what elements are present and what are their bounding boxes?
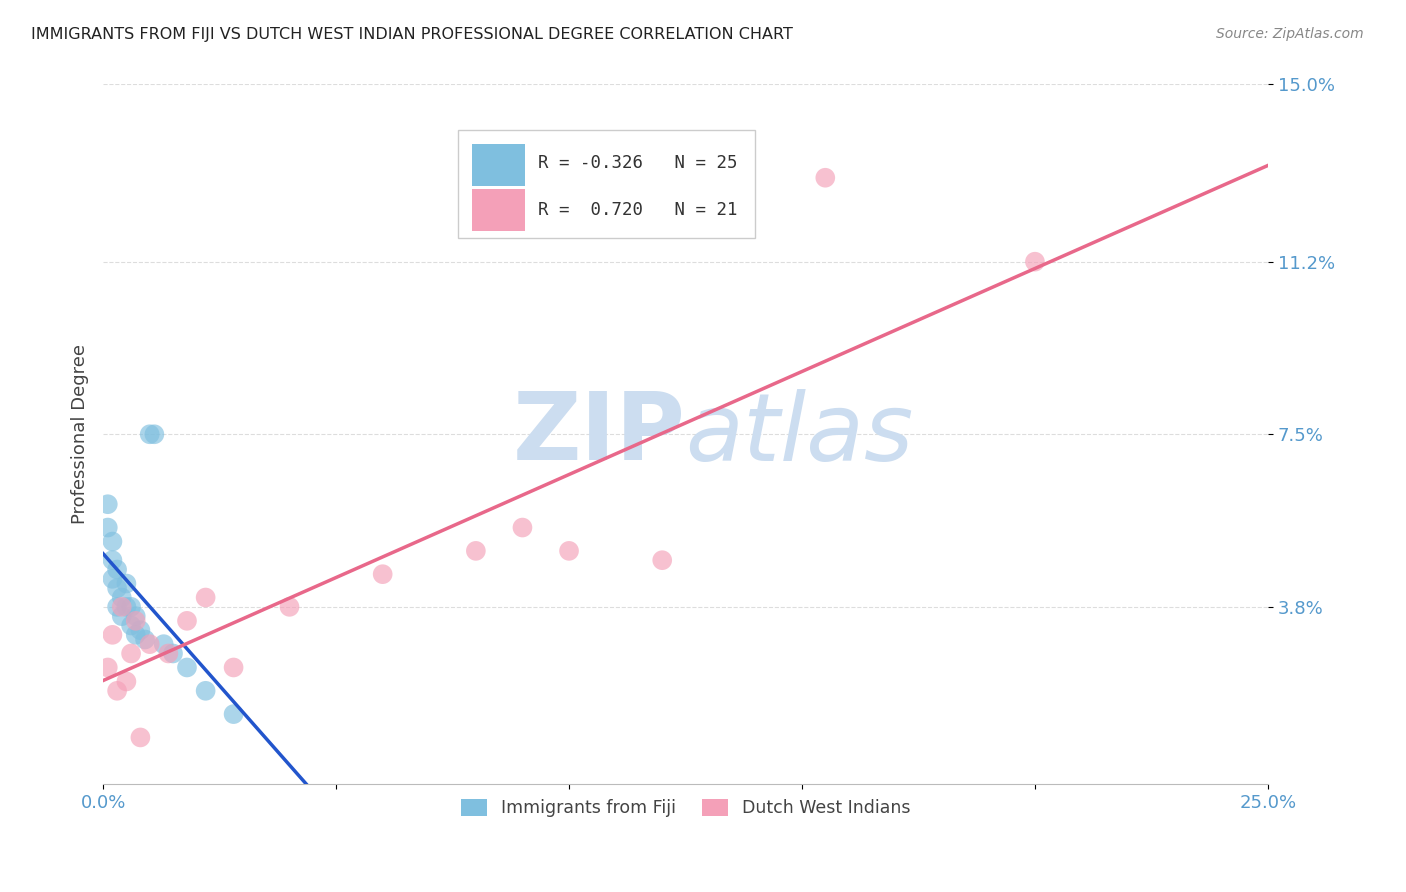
Point (125, 609, 148, 624)
Point (97, 497, 120, 511)
Point (97, 520, 120, 534)
Point (120, 599, 142, 614)
Point (558, 544, 581, 558)
Point (105, 562, 128, 576)
Text: atlas: atlas (686, 389, 914, 480)
Point (97, 660, 120, 674)
Point (105, 599, 128, 614)
Point (120, 647, 142, 661)
Point (101, 553, 124, 567)
Text: IMMIGRANTS FROM FIJI VS DUTCH WEST INDIAN PROFESSIONAL DEGREE CORRELATION CHART: IMMIGRANTS FROM FIJI VS DUTCH WEST INDIA… (31, 27, 793, 42)
Point (111, 591, 134, 605)
Point (134, 632, 156, 647)
Point (651, 553, 673, 567)
Point (138, 427, 160, 442)
Point (1024, 254, 1046, 268)
Point (222, 660, 245, 674)
Point (120, 618, 142, 632)
Point (157, 647, 180, 661)
Point (512, 520, 534, 534)
Point (194, 683, 217, 698)
Point (371, 567, 394, 582)
Point (111, 609, 134, 624)
Point (152, 637, 174, 651)
Legend: Immigrants from Fiji, Dutch West Indians: Immigrants from Fiji, Dutch West Indians (454, 792, 917, 824)
Point (222, 707, 245, 722)
FancyBboxPatch shape (472, 144, 524, 186)
Point (105, 683, 128, 698)
Point (814, 170, 837, 185)
Point (115, 674, 138, 689)
Point (101, 572, 124, 586)
Point (278, 599, 301, 614)
Point (125, 614, 148, 628)
Point (138, 637, 160, 651)
Point (194, 591, 217, 605)
Point (125, 628, 148, 642)
Text: R = -0.326   N = 25: R = -0.326 N = 25 (537, 154, 737, 172)
Text: Source: ZipAtlas.com: Source: ZipAtlas.com (1216, 27, 1364, 41)
Point (464, 544, 486, 558)
Point (115, 599, 138, 614)
Point (129, 731, 152, 745)
Point (111, 599, 134, 614)
FancyBboxPatch shape (472, 189, 524, 231)
Point (176, 660, 198, 674)
Point (129, 623, 152, 637)
Point (143, 427, 166, 442)
FancyBboxPatch shape (458, 130, 755, 238)
Text: ZIP: ZIP (513, 388, 686, 480)
Point (115, 576, 138, 591)
Point (105, 581, 128, 595)
Point (162, 647, 184, 661)
Point (101, 534, 124, 549)
Point (101, 628, 124, 642)
Y-axis label: Professional Degree: Professional Degree (72, 344, 89, 524)
Text: R =  0.720   N = 21: R = 0.720 N = 21 (537, 202, 737, 219)
Point (176, 614, 198, 628)
